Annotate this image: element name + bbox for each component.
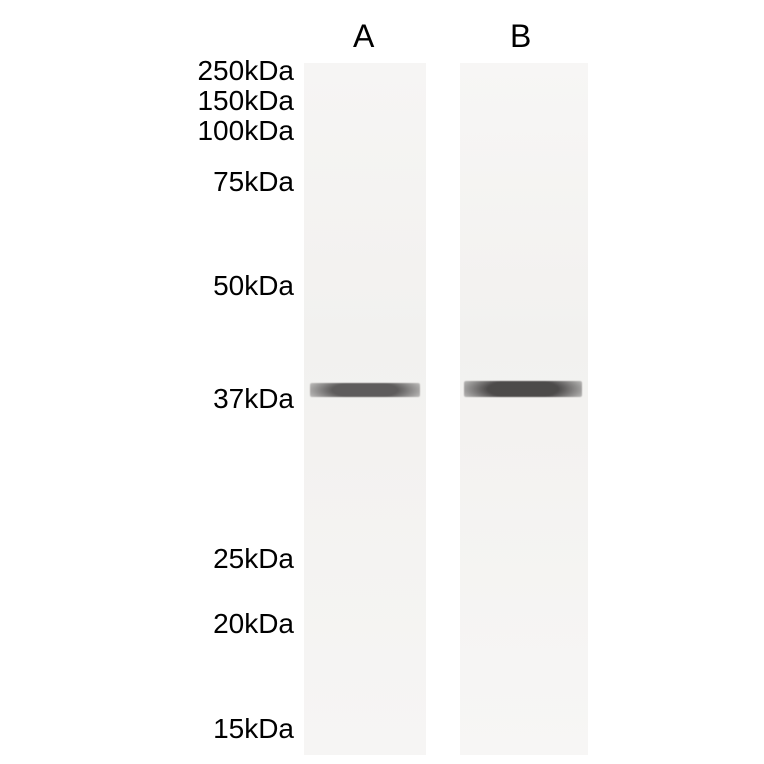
lane-b xyxy=(460,63,588,755)
lane-a xyxy=(304,63,426,755)
marker-37kda: 37kDa xyxy=(213,383,294,415)
marker-100kda: 100kDa xyxy=(197,115,294,147)
marker-50kda: 50kDa xyxy=(213,270,294,302)
marker-15kda: 15kDa xyxy=(213,713,294,745)
marker-150kda: 150kDa xyxy=(197,85,294,117)
marker-250kda: 250kDa xyxy=(197,55,294,87)
lane-b-label: B xyxy=(510,18,531,55)
marker-25kda: 25kDa xyxy=(213,543,294,575)
lane-b-band-0 xyxy=(464,381,582,397)
marker-75kda: 75kDa xyxy=(213,166,294,198)
lane-b-background xyxy=(460,63,588,755)
lane-a-background xyxy=(304,63,426,755)
lane-a-band-0 xyxy=(310,383,420,397)
western-blot-figure: A B 250kDa 150kDa 100kDa 75kDa 50kDa 37k… xyxy=(0,0,764,764)
lane-a-label: A xyxy=(353,18,374,55)
marker-20kda: 20kDa xyxy=(213,608,294,640)
